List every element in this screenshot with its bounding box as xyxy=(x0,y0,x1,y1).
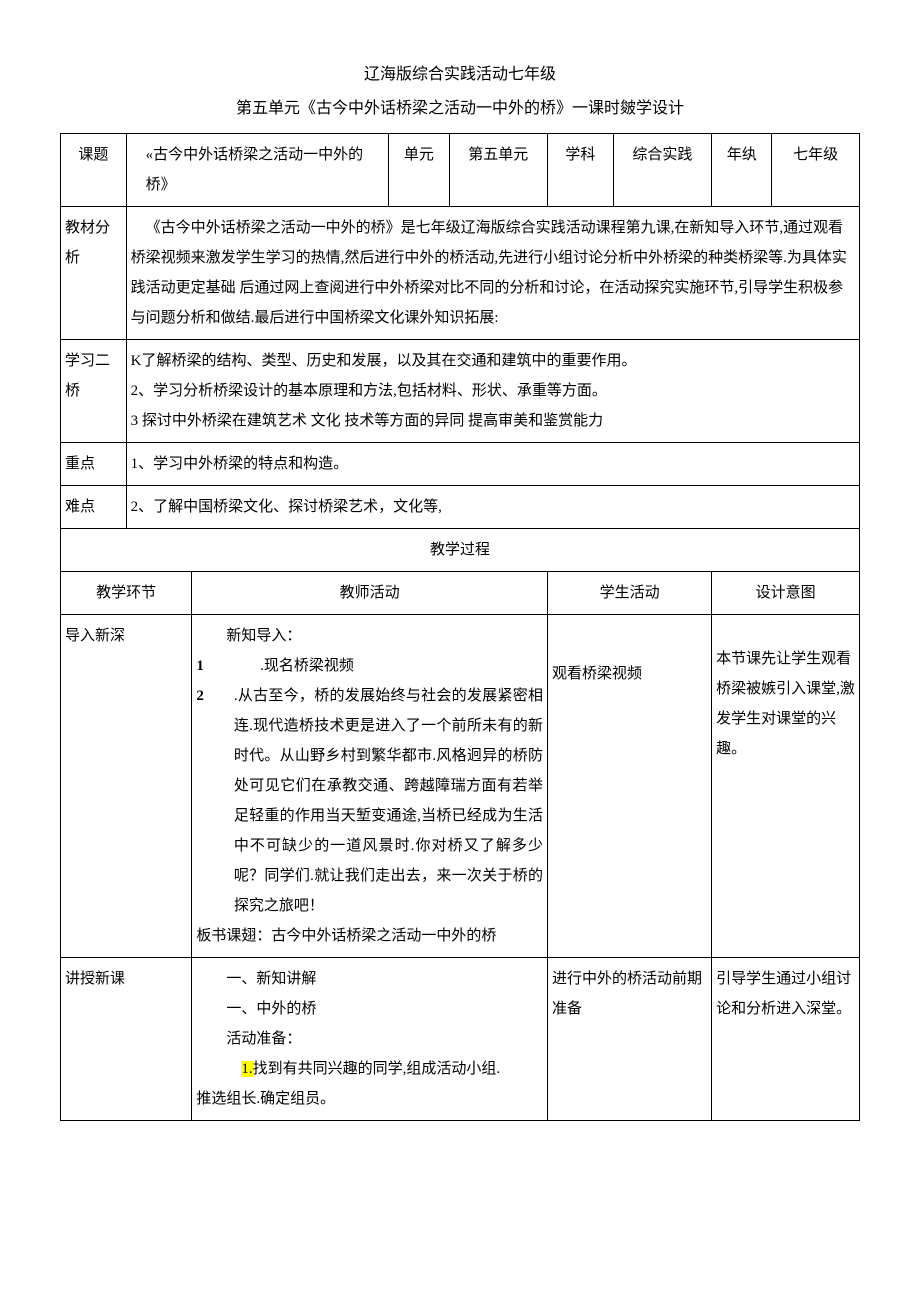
process-header-row: 教学过程 xyxy=(61,529,860,572)
lesson-plan-table: 课题 «古今中外话桥梁之活动一中外的桥》 单元 第五单元 学科 综合实践 年纨 … xyxy=(60,133,860,1121)
teach-t3: 活动准备： xyxy=(226,1024,543,1054)
row-teach: 讲授新课 一、新知讲解 一、中外的桥 活动准备： 1.找到有共同兴趣的同学,组成… xyxy=(61,958,860,1121)
label-grade: 年纨 xyxy=(712,134,772,207)
intro-item-2: 2 .从古至今，桥的发展始终与社会的发展紧密相连.现代造桥技术更是进入了一个前所… xyxy=(196,681,543,921)
title-main: 辽海版综合实践活动七年级 xyxy=(60,60,860,84)
teach-t5: 推选组长.确定组员。 xyxy=(196,1084,543,1114)
student-intro: 观看桥梁视频 xyxy=(548,615,712,958)
title-sub: 第五单元《古今中外话桥梁之活动一中外的桥》一课时皴学设计 xyxy=(60,94,860,118)
process-header: 教学过程 xyxy=(61,529,860,572)
header-row: 课题 «古今中外话桥梁之活动一中外的桥》 单元 第五单元 学科 综合实践 年纨 … xyxy=(61,134,860,207)
teach-t2: 一、中外的桥 xyxy=(226,994,543,1024)
teach-t4: 1.找到有共同兴趣的同学,组成活动小组. xyxy=(241,1054,543,1084)
highlight-number: 1. xyxy=(241,1061,252,1077)
intro-lead: 新知导入： xyxy=(226,621,543,651)
goal-1: K了解桥梁的结构、类型、历史和发展，以及其在交通和建筑中的重要作用。 xyxy=(131,346,855,376)
goal-2: 2、学习分析桥梁设计的基本原理和方法,包括材料、形状、承重等方面。 xyxy=(131,376,855,406)
row-intro: 导入新深 新知导入： 1 .现名桥梁视频 2 .从古至今，桥的发展始终与社会的发… xyxy=(61,615,860,958)
label-goals: 学习二桥 xyxy=(61,340,127,443)
value-topic: «古今中外话桥梁之活动一中外的桥》 xyxy=(126,134,389,207)
value-subject: 综合实践 xyxy=(613,134,712,207)
process-columns-row: 教学环节 教师活动 学生活动 设计意图 xyxy=(61,572,860,615)
value-unit: 第五单元 xyxy=(449,134,548,207)
label-subject: 学科 xyxy=(548,134,614,207)
label-analysis: 教材分析 xyxy=(61,207,127,340)
intro-item-1: 1 .现名桥梁视频 xyxy=(196,651,543,681)
col-student: 学生活动 xyxy=(548,572,712,615)
label-topic: 课题 xyxy=(61,134,127,207)
col-intent: 设计意图 xyxy=(712,572,860,615)
teacher-intro: 新知导入： 1 .现名桥梁视频 2 .从古至今，桥的发展始终与社会的发展紧密相连… xyxy=(192,615,548,958)
hard-row: 难点 2、了解中国桥梁文化、探讨桥梁艺术，文化等, xyxy=(61,486,860,529)
text-keypoint: 1、学习中外桥梁的特点和构造。 xyxy=(126,443,859,486)
phase-intro: 导入新深 xyxy=(61,615,192,958)
goal-3: 3 探讨中外桥梁在建筑艺术 文化 技术等方面的异同 提高审美和鉴赏能力 xyxy=(131,406,855,436)
col-phase: 教学环节 xyxy=(61,572,192,615)
intent-intro: 本节课先让学生观看桥梁被嫉引入课堂,激发学生对课堂的兴 趣。 xyxy=(712,615,860,958)
text-goals: K了解桥梁的结构、类型、历史和发展，以及其在交通和建筑中的重要作用。 2、学习分… xyxy=(126,340,859,443)
intro-board: 板书课翅：古今中外话桥梁之活动一中外的桥 xyxy=(196,921,543,951)
col-teacher: 教师活动 xyxy=(192,572,548,615)
label-unit: 单元 xyxy=(389,134,449,207)
label-hard: 难点 xyxy=(61,486,127,529)
keypoint-row: 重点 1、学习中外桥梁的特点和构造。 xyxy=(61,443,860,486)
teacher-teach: 一、新知讲解 一、中外的桥 活动准备： 1.找到有共同兴趣的同学,组成活动小组.… xyxy=(192,958,548,1121)
phase-teach: 讲授新课 xyxy=(61,958,192,1121)
teach-t1: 一、新知讲解 xyxy=(226,964,543,994)
analysis-row: 教材分析 《古今中外话桥梁之活动一中外的桥》是七年级辽海版综合实践活动课程第九课… xyxy=(61,207,860,340)
label-keypoint: 重点 xyxy=(61,443,127,486)
text-analysis: 《古今中外话桥梁之活动一中外的桥》是七年级辽海版综合实践活动课程第九课,在新知导… xyxy=(126,207,859,340)
text-hard: 2、了解中国桥梁文化、探讨桥梁艺术，文化等, xyxy=(126,486,859,529)
goals-row: 学习二桥 K了解桥梁的结构、类型、历史和发展，以及其在交通和建筑中的重要作用。 … xyxy=(61,340,860,443)
value-grade: 七年级 xyxy=(772,134,860,207)
student-teach: 进行中外的桥活动前期准备 xyxy=(548,958,712,1121)
intent-teach: 引导学生通过小组讨论和分析进入深堂。 xyxy=(712,958,860,1121)
